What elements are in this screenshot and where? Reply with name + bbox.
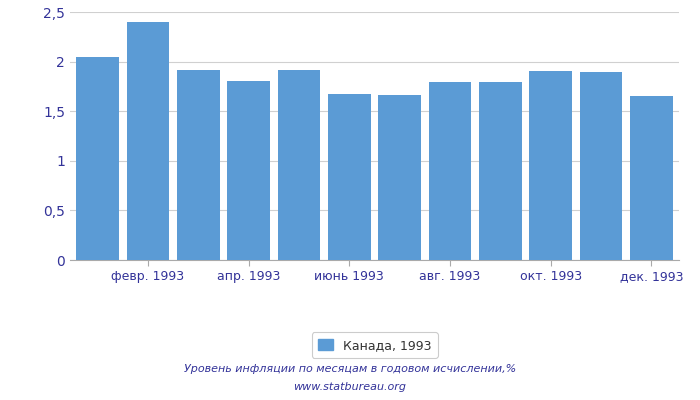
Bar	[177, 70, 220, 260]
Bar	[529, 70, 572, 260]
Bar	[378, 95, 421, 260]
Bar	[328, 94, 371, 260]
Bar	[479, 82, 522, 260]
Bar	[428, 82, 471, 260]
Bar	[630, 96, 673, 260]
Bar	[278, 70, 321, 260]
Bar	[76, 57, 119, 260]
Bar	[127, 22, 169, 260]
Bar	[228, 82, 270, 260]
Bar	[580, 72, 622, 260]
Legend: Канада, 1993: Канада, 1993	[312, 332, 438, 358]
Text: Уровень инфляции по месяцам в годовом исчислении,%: Уровень инфляции по месяцам в годовом ис…	[184, 364, 516, 374]
Text: www.statbureau.org: www.statbureau.org	[293, 382, 407, 392]
